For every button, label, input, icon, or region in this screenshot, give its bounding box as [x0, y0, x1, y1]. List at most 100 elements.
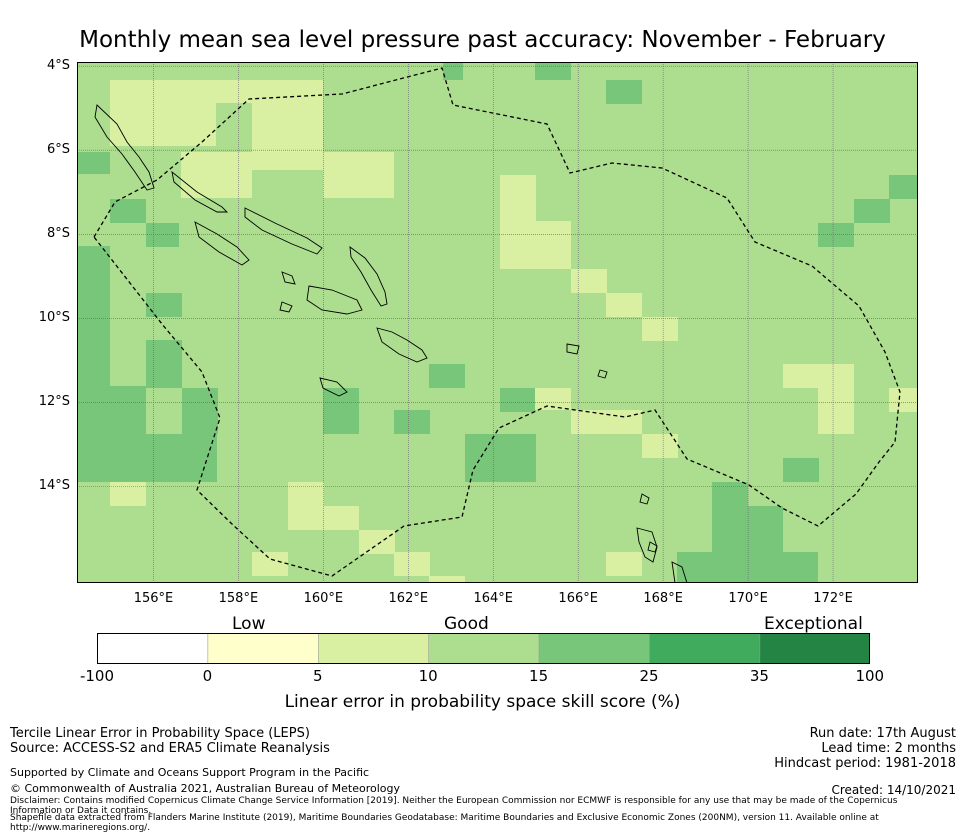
grid-cell [323, 506, 359, 530]
map-title: Monthly mean sea level pressure past acc… [79, 27, 886, 53]
island-outline [171, 170, 229, 213]
grid-cell [252, 80, 323, 170]
grid-cell [181, 152, 252, 198]
grid-cell [359, 530, 395, 554]
colorbar-label: Linear error in probability space skill … [284, 692, 681, 712]
colorbar-segment [538, 633, 650, 664]
island-outline [94, 104, 155, 191]
category-good: Good [444, 614, 489, 634]
island-outline [306, 285, 363, 315]
lon-label: 168°E [643, 591, 683, 606]
grid-cell [182, 388, 218, 434]
grid-cell [818, 388, 854, 434]
colorbar-tick-label: 35 [749, 667, 769, 685]
lon-label: 158°E [218, 591, 259, 606]
colorbar-tick-label: -100 [79, 667, 115, 685]
grid-cell-base [77, 62, 918, 583]
grid-cell [677, 552, 712, 583]
colorbar [97, 633, 870, 664]
eez-boundary [93, 67, 901, 577]
grid-cell [465, 434, 536, 482]
grid-cell [77, 152, 110, 174]
grid-cell [146, 434, 217, 482]
lat-label: 10°S [38, 310, 70, 326]
colorbar-segment [318, 633, 429, 664]
grid-cell [571, 410, 642, 434]
grid-cell [77, 386, 146, 482]
lat-label: 6°S [46, 142, 70, 158]
grid-cell [146, 340, 182, 388]
category-low: Low [232, 614, 266, 634]
grid-cell [429, 576, 465, 583]
category-exceptional: Exceptional [764, 614, 863, 634]
lat-label: 8°S [46, 226, 70, 242]
hindcast-period: Hindcast period: 1981-2018 [774, 756, 956, 771]
grid-cell [110, 199, 146, 223]
lead-time: Lead time: 2 months [821, 741, 956, 756]
island-outline [671, 561, 688, 583]
grid-cell [394, 410, 430, 434]
skill-grid-cells [77, 62, 918, 583]
colorbar-segment [428, 633, 540, 664]
colorbar-frame [97, 633, 870, 664]
coastlines [94, 104, 688, 583]
leps-description: Tercile Linear Error in Probability Spac… [10, 726, 310, 741]
grid-cell [889, 388, 918, 412]
grid-cell [110, 80, 216, 146]
grid-cell [500, 175, 536, 221]
lon-label: 162°E [388, 591, 429, 606]
grid-cell [110, 482, 146, 506]
run-date: Run date: 17th August [809, 726, 956, 741]
disclaimer-line2: Information or Data it contains. [10, 806, 152, 816]
colorbar-tick-label: 0 [202, 667, 213, 685]
grid-cell [747, 506, 783, 583]
shapefile-line2: http://www.marineregions.org/. [10, 823, 151, 833]
grid-cell [606, 552, 642, 576]
lat-label: 12°S [38, 394, 70, 410]
lon-label: 156°E [133, 591, 174, 606]
grid-cell [818, 223, 854, 247]
skill-map [77, 62, 918, 583]
grid-cell [216, 80, 252, 103]
grid-cell [535, 388, 571, 410]
colorbar-segment [207, 633, 319, 664]
grid-cell [323, 152, 394, 198]
grid-cell [712, 482, 748, 583]
grid-cell [783, 364, 854, 388]
grid-cell [429, 364, 465, 388]
grid-cell [783, 552, 818, 583]
island-outline [194, 221, 250, 266]
lon-label: 172°E [813, 591, 853, 606]
grid-cell [606, 80, 642, 104]
island-outline [279, 301, 293, 313]
map-gridlines [77, 62, 918, 583]
grid-cell [323, 388, 359, 434]
grid-cell [642, 317, 678, 341]
colorbar-tick-label: 25 [639, 667, 659, 685]
lon-label: 166°E [558, 591, 598, 606]
grid-cell [500, 388, 536, 412]
shapefile-line1: Shapefile data extracted from Flanders M… [10, 813, 879, 823]
colorbar-tick-label: 5 [313, 667, 323, 685]
island-outline [647, 541, 658, 553]
copyright: © Commonwealth of Australia 2021, Austra… [10, 782, 400, 795]
grid-cell [394, 552, 430, 576]
colorbar-segment [649, 633, 761, 664]
grid-cell [288, 482, 324, 530]
lat-label: 14°S [38, 478, 70, 494]
island-outline [244, 207, 323, 255]
island-outline [636, 527, 658, 563]
lon-label: 164°E [473, 591, 514, 606]
colorbar-segment [97, 633, 209, 664]
colorbar-tick-label: 100 [855, 667, 885, 685]
grid-cell [642, 434, 678, 458]
island-outline [349, 246, 388, 307]
island-outline [566, 343, 580, 355]
island-outline [639, 493, 650, 505]
colorbar-segment [759, 633, 870, 664]
grid-cell [606, 293, 642, 317]
island-outline [319, 377, 348, 397]
created-date: Created: 14/10/2021 [831, 783, 956, 797]
grid-cell [500, 221, 571, 269]
grid-cell [252, 552, 288, 576]
